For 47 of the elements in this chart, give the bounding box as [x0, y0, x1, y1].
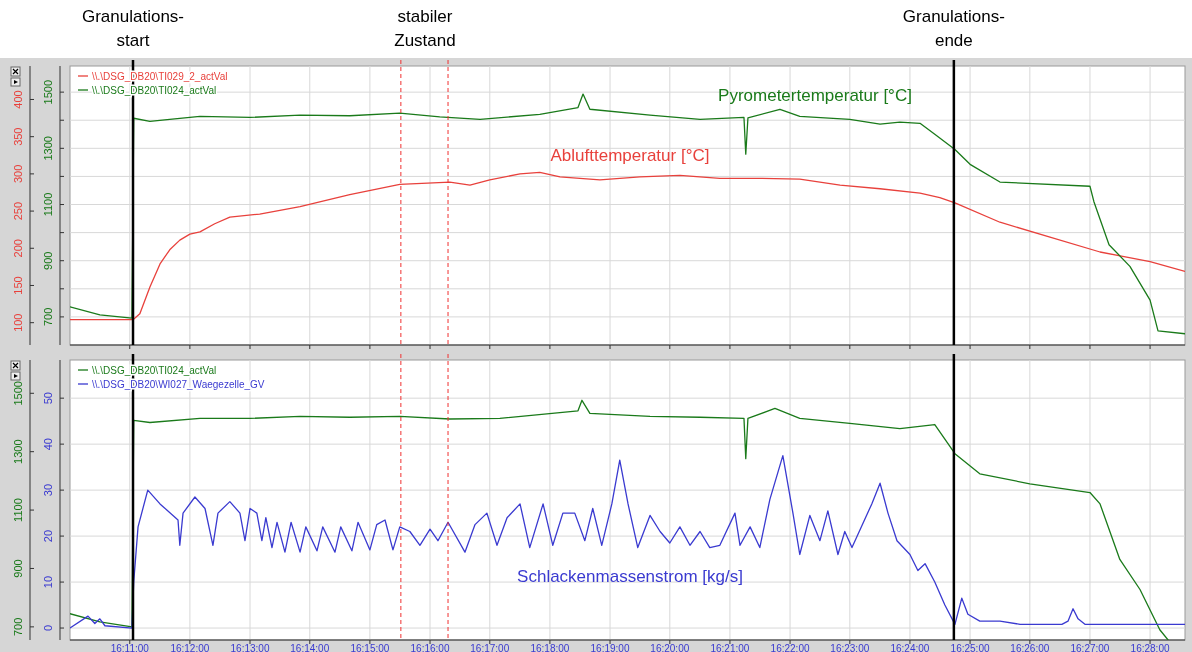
ref-line-label: Granulations- start — [81, 7, 185, 50]
x-tick-label: 16:22:00 — [770, 643, 810, 652]
x-tick-label: 16:11:00 — [110, 643, 150, 652]
y2-tick-label: 1500 — [42, 79, 54, 105]
y2-tick-label: 1300 — [42, 136, 54, 161]
y-tick-label: 400 — [12, 90, 24, 109]
y-tick-label: 300 — [12, 164, 24, 184]
annotation: Schlackenmassenstrom [kg/s] — [517, 567, 743, 587]
x-tick-label: 16:14:00 — [290, 643, 330, 652]
annotation: Ablufttemperatur [°C] — [550, 146, 710, 166]
y2-tick-label: 30 — [42, 483, 54, 497]
x-tick-label: 16:26:00 — [1010, 643, 1050, 652]
text: stabiler Zustand — [394, 7, 456, 50]
x-tick-label: 16:28:00 — [1130, 643, 1170, 652]
y-tick-label: 1500 — [12, 381, 24, 406]
x-tick-label: 16:16:00 — [410, 643, 450, 652]
x-tick-label: 16:25:00 — [950, 643, 990, 652]
y-tick-label: 1100 — [12, 498, 24, 522]
x-tick-label: 16:23:00 — [830, 643, 870, 652]
x-tick-label: 16:24:00 — [890, 643, 930, 652]
annotation: Pyrometertemperatur [°C] — [718, 86, 912, 106]
x-tick-label: 16:21:00 — [710, 643, 750, 652]
x-tick-label: 16:17:00 — [470, 643, 510, 652]
x-tick-label: 16:19:00 — [590, 643, 630, 652]
y2-tick-label: 50 — [42, 392, 54, 405]
y2-tick-label: 900 — [42, 251, 54, 270]
y2-tick-label: 0 — [42, 624, 54, 632]
y-tick-label: 700 — [12, 617, 24, 637]
y-tick-label: 1300 — [12, 439, 24, 464]
x-tick-label: 16:18:00 — [530, 643, 570, 652]
x-tick-label: 16:12:00 — [170, 643, 210, 652]
y-tick-label: 350 — [12, 127, 24, 146]
y-tick-label: 250 — [12, 201, 24, 221]
y-tick-label: 150 — [12, 276, 24, 295]
x-tick-label: 16:15:00 — [350, 643, 390, 652]
x-tick-label: 16:13:00 — [230, 643, 270, 652]
y2-tick-label: 1100 — [42, 192, 54, 217]
y-tick-label: 100 — [12, 313, 24, 332]
x-tick-label: 16:27:00 — [1070, 643, 1110, 652]
x-tick-label: 16:20:00 — [650, 643, 690, 652]
y-tick-label: 900 — [12, 559, 24, 578]
y2-tick-label: 10 — [42, 575, 54, 589]
y2-tick-label: 40 — [42, 438, 54, 451]
y2-tick-label: 700 — [42, 307, 54, 327]
y2-tick-label: 20 — [42, 529, 54, 543]
y-tick-label: 200 — [12, 239, 24, 258]
ref-line-label: Granulations- ende — [902, 7, 1005, 50]
